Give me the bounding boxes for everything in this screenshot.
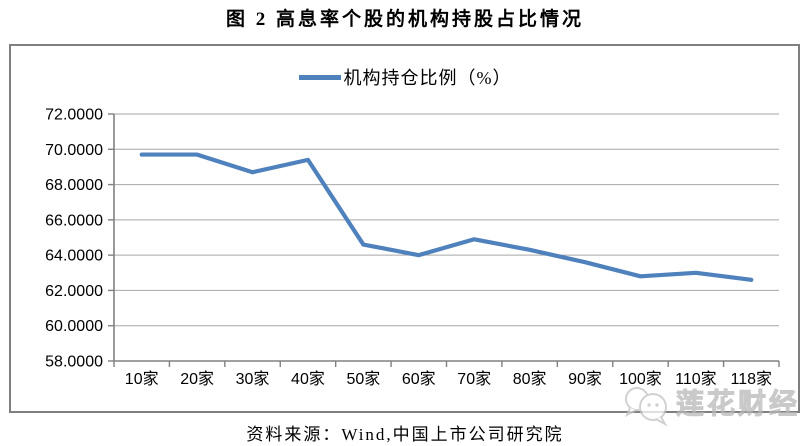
chart-title: 图 2 高息率个股的机构持股占比情况: [225, 9, 584, 30]
source-note: 资料来源：Wind,中国上市公司研究院: [246, 425, 564, 444]
watermark-brand: 莲花财经: [675, 389, 801, 420]
chat-bubbles-logo-icon: [624, 387, 668, 427]
watermark: 莲花财经: [620, 383, 800, 427]
chart-frame: [9, 44, 800, 413]
legend-label: 机构持仓比例（%）: [343, 68, 512, 88]
legend-line-swatch: [298, 74, 341, 80]
legend: 机构持仓比例（%）: [0, 64, 810, 90]
